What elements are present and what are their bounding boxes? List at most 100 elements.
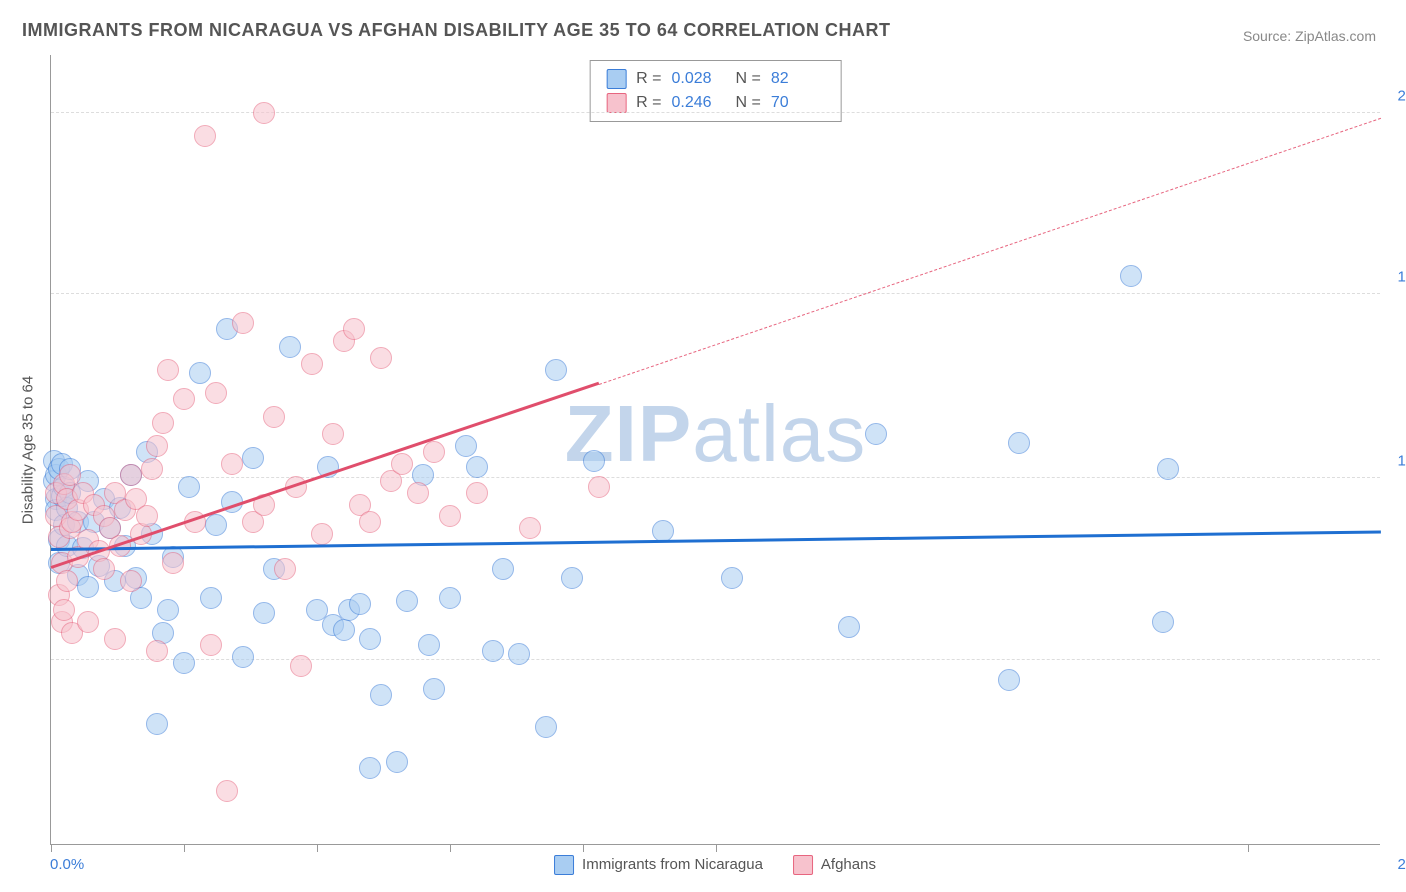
data-point — [77, 576, 99, 598]
data-point — [141, 458, 163, 480]
data-point — [93, 558, 115, 580]
data-point — [173, 652, 195, 674]
data-point — [253, 102, 275, 124]
data-point — [146, 640, 168, 662]
data-point — [508, 643, 530, 665]
data-point — [423, 678, 445, 700]
data-point — [998, 669, 1020, 691]
data-point — [136, 505, 158, 527]
data-point — [588, 476, 610, 498]
data-point — [205, 514, 227, 536]
x-tick — [450, 844, 451, 852]
data-point — [519, 517, 541, 539]
data-point — [242, 447, 264, 469]
data-point — [146, 435, 168, 457]
plot-area: ZIPatlas R =0.028N =82R =0.246N =70 6.3%… — [50, 55, 1380, 845]
y-axis-label: Disability Age 35 to 64 — [20, 376, 37, 524]
data-point — [1157, 458, 1179, 480]
legend-item: Afghans — [793, 855, 876, 875]
data-point — [396, 590, 418, 612]
data-point — [232, 312, 254, 334]
data-point — [200, 634, 222, 656]
x-tick — [317, 844, 318, 852]
y-tick-label: 25.0% — [1397, 87, 1406, 104]
x-tick — [716, 844, 717, 852]
data-point — [333, 619, 355, 641]
n-value: 82 — [771, 67, 825, 91]
source-attribution: Source: ZipAtlas.com — [1243, 28, 1376, 44]
data-point — [146, 713, 168, 735]
legend-swatch — [606, 93, 626, 113]
y-tick-label: 18.8% — [1397, 268, 1406, 285]
source-prefix: Source: — [1243, 28, 1295, 44]
x-tick — [51, 844, 52, 852]
data-point — [439, 587, 461, 609]
data-point — [311, 523, 333, 545]
watermark-rest: atlas — [692, 389, 866, 478]
data-point — [253, 602, 275, 624]
data-point — [370, 684, 392, 706]
data-point — [194, 125, 216, 147]
chart-title: IMMIGRANTS FROM NICARAGUA VS AFGHAN DISA… — [22, 20, 891, 41]
data-point — [370, 347, 392, 369]
data-point — [232, 646, 254, 668]
gridline — [51, 293, 1380, 294]
data-point — [455, 435, 477, 457]
data-point — [865, 423, 887, 445]
source-link[interactable]: ZipAtlas.com — [1295, 28, 1376, 44]
data-point — [205, 382, 227, 404]
data-point — [120, 464, 142, 486]
data-point — [301, 353, 323, 375]
trend-line — [599, 117, 1381, 384]
data-point — [200, 587, 222, 609]
data-point — [349, 593, 371, 615]
data-point — [290, 655, 312, 677]
data-point — [439, 505, 461, 527]
data-point — [1120, 265, 1142, 287]
x-axis-max-label: 25.0% — [1397, 856, 1406, 873]
data-point — [274, 558, 296, 580]
data-point — [423, 441, 445, 463]
data-point — [391, 453, 413, 475]
plot-container: Disability Age 35 to 64 ZIPatlas R =0.02… — [50, 55, 1380, 845]
legend-swatch — [606, 69, 626, 89]
data-point — [263, 406, 285, 428]
data-point — [216, 780, 238, 802]
data-point — [221, 453, 243, 475]
data-point — [418, 634, 440, 656]
gridline — [51, 112, 1380, 113]
data-point — [545, 359, 567, 381]
data-point — [359, 628, 381, 650]
data-point — [561, 567, 583, 589]
data-point — [157, 599, 179, 621]
data-point — [178, 476, 200, 498]
data-point — [407, 482, 429, 504]
data-point — [53, 599, 75, 621]
data-point — [838, 616, 860, 638]
data-point — [492, 558, 514, 580]
data-point — [652, 520, 674, 542]
data-point — [322, 423, 344, 445]
data-point — [1008, 432, 1030, 454]
x-tick — [1248, 844, 1249, 852]
x-axis-min-label: 0.0% — [50, 856, 84, 873]
data-point — [157, 359, 179, 381]
data-point — [359, 511, 381, 533]
trend-line — [51, 531, 1381, 552]
data-point — [359, 757, 381, 779]
watermark: ZIPatlas — [565, 388, 866, 480]
legend-label: Immigrants from Nicaragua — [582, 856, 763, 873]
x-tick — [184, 844, 185, 852]
data-point — [189, 362, 211, 384]
x-tick — [583, 844, 584, 852]
data-point — [482, 640, 504, 662]
n-label: N = — [736, 67, 761, 91]
legend-label: Afghans — [821, 856, 876, 873]
data-point — [162, 552, 184, 574]
data-point — [1152, 611, 1174, 633]
data-point — [721, 567, 743, 589]
data-point — [77, 611, 99, 633]
r-label: R = — [636, 67, 661, 91]
data-point — [535, 716, 557, 738]
data-point — [120, 570, 142, 592]
